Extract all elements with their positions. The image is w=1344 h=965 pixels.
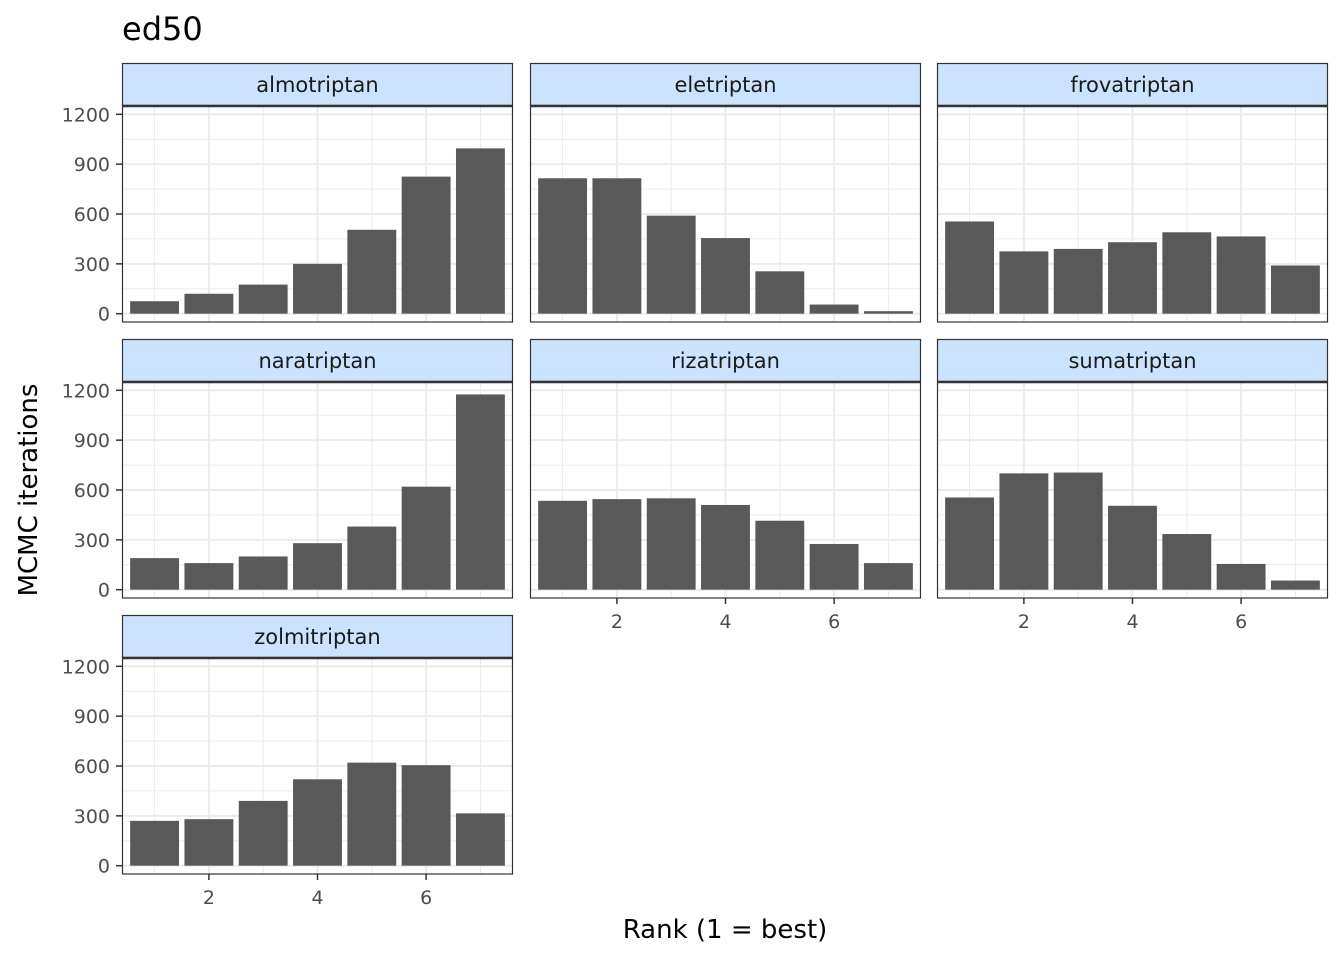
y-tick-label: 300 [74, 254, 110, 276]
y-tick-label: 0 [98, 580, 110, 602]
bar-sumatriptan-rank-3 [1053, 472, 1103, 590]
x-tick-label: 4 [719, 611, 731, 633]
facet-strip [936, 338, 1329, 383]
bar-naratriptan-rank-4 [293, 543, 342, 590]
x-tick-label: 2 [1018, 611, 1030, 633]
facet-panel-almotriptan: almotriptan 0 300 600 900 1200 [62, 62, 514, 326]
x-tick-label: 4 [1126, 611, 1138, 633]
x-tick-label: 4 [311, 887, 323, 909]
y-tick-label: 1200 [62, 656, 110, 678]
bar-naratriptan-rank-5 [347, 526, 397, 590]
bar-rizatriptan-rank-7 [863, 563, 913, 590]
bar-rizatriptan-rank-5 [755, 520, 805, 590]
y-tick-label: 300 [74, 806, 110, 828]
bar-naratriptan-rank-1 [130, 558, 180, 590]
bar-zolmitriptan-rank-3 [238, 800, 288, 866]
y-tick-label: 300 [74, 530, 110, 552]
facet-panel-eletriptan: eletriptan [529, 62, 922, 323]
bar-rizatriptan-rank-3 [646, 498, 696, 590]
y-tick-label: 0 [98, 304, 110, 326]
bar-zolmitriptan-rank-6 [401, 765, 451, 866]
bar-almotriptan-rank-6 [401, 176, 451, 314]
facet-strip [936, 62, 1329, 107]
bar-zolmitriptan-rank-4 [293, 779, 342, 866]
facet-strip-label: zolmitriptan [254, 625, 380, 649]
bar-naratriptan-rank-7 [455, 394, 505, 590]
bar-naratriptan-rank-6 [401, 486, 451, 590]
bar-sumatriptan-rank-5 [1162, 534, 1212, 590]
x-tick-label: 6 [1235, 611, 1247, 633]
facet-strip-label: almotriptan [256, 73, 378, 97]
facet-strip [529, 62, 922, 107]
bar-almotriptan-rank-1 [130, 301, 180, 314]
y-tick-label: 0 [98, 856, 110, 878]
bar-sumatriptan-rank-4 [1108, 505, 1157, 590]
bar-sumatriptan-rank-6 [1216, 563, 1266, 590]
facet-panel-frovatriptan: frovatriptan [936, 62, 1329, 323]
facet-strip [529, 338, 922, 383]
bar-eletriptan-rank-4 [701, 238, 750, 314]
bar-zolmitriptan-rank-1 [130, 820, 180, 866]
bar-almotriptan-rank-7 [455, 148, 505, 314]
facet-strip-label: naratriptan [258, 349, 376, 373]
y-tick-label: 600 [74, 480, 110, 502]
bar-rizatriptan-rank-2 [592, 499, 642, 590]
bar-sumatriptan-rank-7 [1270, 580, 1320, 590]
bar-rizatriptan-rank-4 [701, 504, 750, 590]
facet-strip-label: eletriptan [674, 73, 776, 97]
bar-almotriptan-rank-3 [238, 284, 288, 314]
bar-sumatriptan-rank-2 [999, 473, 1049, 590]
bar-frovatriptan-rank-6 [1216, 236, 1266, 314]
bar-zolmitriptan-rank-5 [347, 762, 397, 866]
bar-rizatriptan-rank-1 [538, 500, 588, 590]
x-tick-label: 6 [420, 887, 432, 909]
bar-naratriptan-rank-2 [184, 563, 234, 590]
y-tick-label: 600 [74, 204, 110, 226]
y-tick-label: 1200 [62, 380, 110, 402]
bar-frovatriptan-rank-2 [999, 251, 1049, 314]
y-tick-label: 900 [74, 430, 110, 452]
bar-frovatriptan-rank-1 [945, 221, 995, 314]
y-tick-label: 900 [74, 154, 110, 176]
bar-frovatriptan-rank-4 [1108, 242, 1157, 314]
bar-eletriptan-rank-3 [646, 215, 696, 314]
bar-almotriptan-rank-2 [184, 293, 234, 314]
bar-sumatriptan-rank-1 [945, 497, 995, 590]
x-tick-label: 2 [611, 611, 623, 633]
bar-eletriptan-rank-6 [809, 304, 859, 314]
bar-frovatriptan-rank-3 [1053, 248, 1103, 314]
facet-strip-label: frovatriptan [1070, 73, 1194, 97]
bar-frovatriptan-rank-5 [1162, 232, 1212, 314]
bar-frovatriptan-rank-7 [1270, 265, 1320, 314]
bar-eletriptan-rank-5 [755, 271, 805, 314]
facet-strip-label: sumatriptan [1068, 349, 1196, 373]
facet-panel-zolmitriptan: zolmitriptan 0 300 600 900 1200 2 4 6 [62, 614, 514, 909]
facet-strip [121, 338, 514, 383]
facet-panel-rizatriptan: rizatriptan 2 4 6 [529, 338, 922, 633]
bar-eletriptan-rank-7 [863, 311, 913, 314]
facet-panel-naratriptan: naratriptan 0 300 600 900 1200 [62, 338, 514, 602]
bar-rizatriptan-rank-6 [809, 544, 859, 590]
y-tick-label: 1200 [62, 104, 110, 126]
bar-zolmitriptan-rank-2 [184, 819, 234, 866]
x-tick-label: 2 [203, 887, 215, 909]
bar-eletriptan-rank-2 [592, 178, 642, 314]
x-tick-label: 6 [828, 611, 840, 633]
bar-naratriptan-rank-3 [238, 556, 288, 590]
bar-eletriptan-rank-1 [538, 178, 588, 314]
facet-strip [121, 614, 514, 659]
chart-title: ed50 [122, 10, 203, 48]
bar-almotriptan-rank-5 [347, 229, 397, 314]
x-axis-label: Rank (1 = best) [623, 915, 828, 945]
facet-strip-label: rizatriptan [671, 349, 780, 373]
y-tick-label: 900 [74, 706, 110, 728]
y-tick-label: 600 [74, 756, 110, 778]
bar-almotriptan-rank-4 [293, 263, 342, 314]
bar-zolmitriptan-rank-7 [455, 813, 505, 866]
y-axis-label: MCMC iterations [14, 384, 44, 597]
facet-panel-sumatriptan: sumatriptan 2 4 6 [936, 338, 1329, 633]
